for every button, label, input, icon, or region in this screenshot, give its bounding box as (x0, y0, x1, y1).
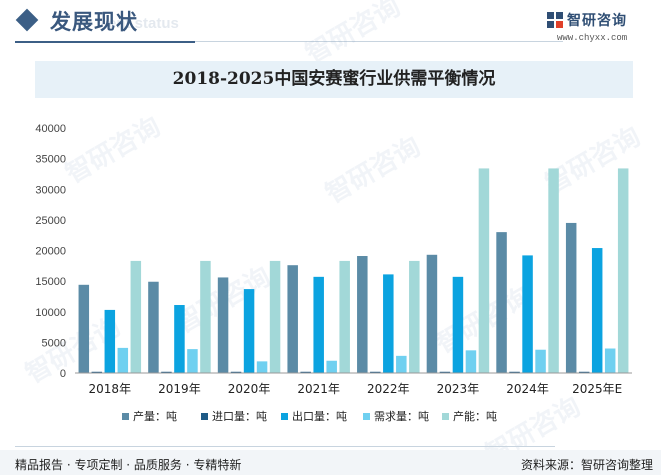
y-tick-label: 35000 (35, 154, 66, 166)
y-tick-label: 5000 (42, 337, 66, 349)
bar-chart: 0 5000 10000 15000 20000 25000 30000 35000 40000… (35, 123, 632, 423)
bar (187, 349, 198, 373)
bar (357, 256, 368, 373)
bar (78, 284, 90, 373)
bar (339, 260, 350, 373)
brand-url: www.chyxx.com (557, 33, 628, 43)
y-tick-label: 30000 (35, 184, 66, 196)
x-category-label: 2025年E (572, 382, 622, 396)
legend-label: 产能：吨 (453, 409, 497, 423)
bar (409, 260, 420, 373)
logo-icon (547, 12, 563, 28)
header-divider (195, 41, 563, 42)
y-tick-label: 40000 (35, 123, 66, 135)
bar (313, 276, 324, 373)
brand-name: 智研咨询 (567, 13, 627, 29)
bar (465, 350, 477, 373)
bar (617, 168, 629, 373)
legend: 产量：吨 进口量：吨 出口量：吨 需求量：吨 产能：吨 (122, 409, 497, 423)
legend-swatch (201, 413, 208, 420)
bar (130, 260, 142, 373)
bar (104, 309, 116, 373)
x-axis: 2018年 2019年 2020年 2021年 2022年 2023年 2024年 2025年… (75, 372, 632, 396)
y-tick-label: 10000 (35, 307, 66, 319)
section-header: ent status 发展现状 (0, 0, 661, 44)
section-subtitle: ent status (108, 15, 179, 32)
bar (174, 305, 185, 373)
diamond-icon (15, 8, 39, 32)
bar (148, 281, 159, 373)
footer-divider (15, 446, 555, 447)
bar (478, 168, 490, 373)
legend-label: 需求量：吨 (374, 410, 429, 423)
y-tick-label: 20000 (35, 246, 66, 258)
bar (243, 289, 255, 373)
bar (256, 361, 268, 373)
x-category-label: 2024年 (506, 382, 549, 396)
brand-logo: 智研咨询 www.chyxx.com (547, 7, 647, 45)
x-category-label: 2023年 (437, 382, 480, 396)
data-source: 资料来源：智研咨询整理 (520, 458, 653, 472)
y-axis: 0 5000 10000 15000 20000 25000 30000 35000 40000 (35, 123, 66, 380)
bar (217, 277, 229, 373)
bar (230, 371, 242, 373)
bar (300, 371, 311, 373)
legend-label: 产量：吨 (133, 409, 177, 423)
bar (370, 371, 381, 373)
bar (396, 355, 407, 373)
bar (496, 232, 507, 373)
section-title: 发展现状 (50, 10, 138, 34)
bar (439, 371, 451, 373)
legend-swatch (363, 413, 370, 420)
bar (287, 265, 298, 373)
legend-swatch (122, 413, 129, 420)
footer-slogan: 精品报告 · 专项定制 · 品质服务 · 专精特新 (15, 458, 242, 472)
bar (161, 371, 172, 373)
legend-swatch (442, 413, 449, 420)
bar (522, 255, 533, 373)
bar (565, 222, 577, 373)
bars (78, 168, 629, 373)
legend-label: 进口量：吨 (212, 410, 267, 423)
x-category-label: 2022年 (367, 382, 410, 396)
footer: 精品报告 · 专项定制 · 品质服务 · 专精特新 资料来源：智研咨询整理 (0, 450, 661, 475)
bar (548, 168, 559, 373)
bar (269, 260, 281, 373)
legend-swatch (281, 413, 288, 420)
x-category-label: 2018年 (89, 382, 132, 396)
bar (452, 276, 464, 373)
bar (591, 248, 603, 373)
bar (509, 371, 520, 373)
bar (200, 260, 211, 373)
bar (383, 274, 394, 373)
x-category-label: 2020年 (228, 382, 271, 396)
bar (535, 349, 546, 373)
legend-label: 出口量：吨 (292, 409, 347, 423)
x-category-label: 2019年 (158, 382, 201, 396)
x-category-label: 2021年 (297, 382, 340, 396)
bar (426, 254, 438, 373)
y-tick-label: 15000 (35, 276, 66, 288)
bar (604, 348, 616, 373)
title-underline (15, 41, 195, 43)
bar (326, 360, 337, 373)
chart-title: 2018-2025中国安赛蜜行业供需平衡情况 (172, 69, 496, 89)
bar (91, 371, 103, 373)
bar (578, 371, 590, 373)
y-tick-label: 25000 (35, 215, 66, 227)
bar (117, 347, 129, 373)
chart-title-banner: 2018-2025中国安赛蜜行业供需平衡情况 (35, 61, 633, 98)
y-tick-label: 0 (60, 368, 66, 380)
